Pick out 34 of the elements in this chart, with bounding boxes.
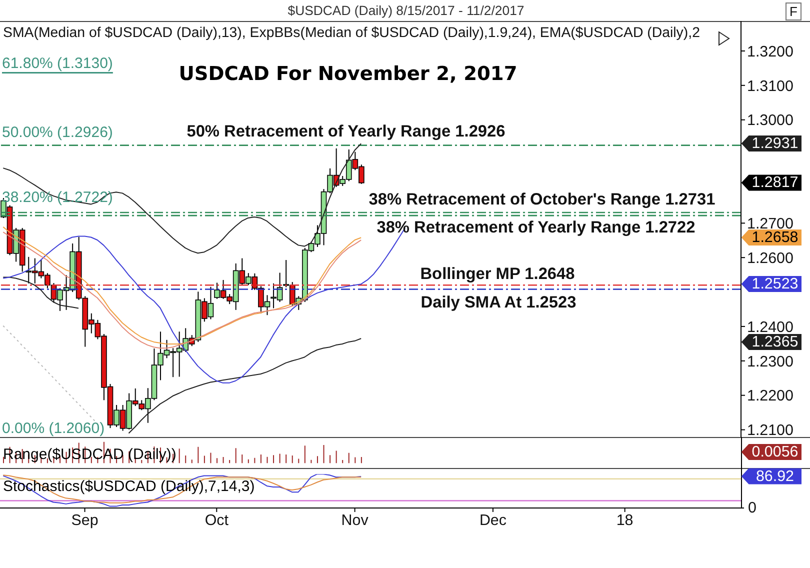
text: 1.2817 — [752, 174, 798, 192]
y-tick-label: 1.2200 — [747, 388, 794, 405]
text: 1.2658 — [752, 229, 798, 246]
y-tick-label: 1.3100 — [747, 78, 794, 95]
y-tick-label: 1.3000 — [747, 112, 794, 130]
text: 0.0056 — [752, 444, 798, 460]
x-tick-label: Nov — [341, 512, 369, 529]
ref-line-label: Bollinger MP 1.2648 — [420, 265, 575, 284]
ref-line-label: 38% Retracement of Yearly Range 1.2722 — [376, 218, 696, 237]
text: USDCAD For November 2, 2017 — [178, 62, 518, 84]
y-tick-label: 1.3200 — [747, 43, 794, 60]
chart-subtitle: $USDCAD (Daily) 8/15/2017 - 11/2/2017 — [288, 2, 524, 18]
y-tick-label: 1.2600 — [747, 250, 794, 267]
line-series — [2, 143, 362, 254]
annotation: SMA(Median of $USDCAD (Daily),13), ExpBBs(Median of $USDCAD (Daily),1.9,24), EMA($USDCAD (Daily),2 — [3, 25, 700, 41]
x-tick-label: Sep — [71, 512, 98, 529]
annotation: 50.00% (1.2926) — [2, 124, 113, 140]
annotation: 61.80% (1.3130) — [2, 54, 113, 72]
text: 1.2523 — [752, 276, 798, 292]
x-tick-label: 18 — [616, 512, 634, 529]
y-tick-label: 1.2400 — [747, 318, 794, 336]
text: 1.2931 — [752, 135, 798, 152]
f-button: F — [786, 2, 802, 20]
text: 86.92 — [756, 468, 794, 485]
ref-line-label: 50% Retracement of Yearly Range 1.2926 — [186, 122, 506, 141]
x-tick-label: Dec — [479, 512, 507, 529]
ref-line-label: Daily SMA At 1.2523 — [420, 293, 576, 312]
ref-line-label: 38% Retracement of October's Range 1.2731 — [368, 190, 716, 208]
y-tick-label: 1.2100 — [747, 422, 794, 440]
annotation: 0.00% (1.2060) — [2, 420, 105, 436]
text: 1.2365 — [752, 334, 798, 350]
x-tick-label: Oct — [204, 512, 230, 529]
y-tick-label: 1.2300 — [747, 353, 794, 370]
text: 0 — [748, 500, 756, 516]
